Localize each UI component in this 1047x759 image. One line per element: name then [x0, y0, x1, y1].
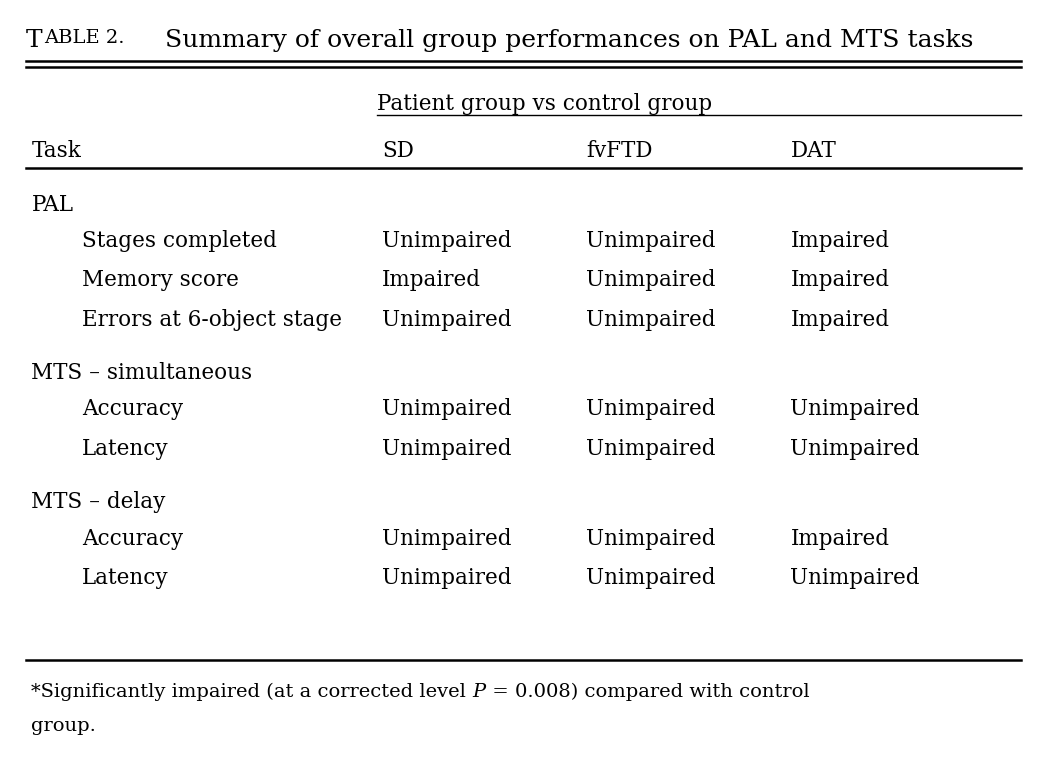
Text: Unimpaired: Unimpaired — [586, 528, 716, 550]
Text: P: P — [472, 683, 486, 701]
Text: Unimpaired: Unimpaired — [586, 567, 716, 589]
Text: Unimpaired: Unimpaired — [790, 398, 920, 420]
Text: Errors at 6-object stage: Errors at 6-object stage — [82, 309, 341, 331]
Text: Patient group vs control group: Patient group vs control group — [377, 93, 712, 115]
Text: Memory score: Memory score — [82, 269, 239, 291]
Text: Unimpaired: Unimpaired — [790, 438, 920, 460]
Text: Accuracy: Accuracy — [82, 528, 183, 550]
Text: Latency: Latency — [82, 438, 169, 460]
Text: DAT: DAT — [790, 140, 837, 162]
Text: MTS – delay: MTS – delay — [31, 491, 165, 513]
Text: Unimpaired: Unimpaired — [382, 528, 512, 550]
Text: *Significantly impaired (at a corrected level: *Significantly impaired (at a corrected … — [31, 683, 472, 701]
Text: Latency: Latency — [82, 567, 169, 589]
Text: Unimpaired: Unimpaired — [586, 438, 716, 460]
Text: PAL: PAL — [31, 194, 73, 216]
Text: Task: Task — [31, 140, 82, 162]
Text: Unimpaired: Unimpaired — [382, 230, 512, 252]
Text: Unimpaired: Unimpaired — [586, 230, 716, 252]
Text: Impaired: Impaired — [790, 269, 890, 291]
Text: SD: SD — [382, 140, 414, 162]
Text: Impaired: Impaired — [790, 528, 890, 550]
Text: Impaired: Impaired — [790, 230, 890, 252]
Text: Unimpaired: Unimpaired — [586, 309, 716, 331]
Text: Unimpaired: Unimpaired — [382, 567, 512, 589]
Text: Unimpaired: Unimpaired — [790, 567, 920, 589]
Text: Accuracy: Accuracy — [82, 398, 183, 420]
Text: Unimpaired: Unimpaired — [382, 309, 512, 331]
Text: ABLE 2.: ABLE 2. — [44, 29, 125, 47]
Text: MTS – simultaneous: MTS – simultaneous — [31, 362, 252, 384]
Text: Impaired: Impaired — [382, 269, 482, 291]
Text: fvFTD: fvFTD — [586, 140, 653, 162]
Text: Stages completed: Stages completed — [82, 230, 276, 252]
Text: = 0.008) compared with control: = 0.008) compared with control — [486, 683, 809, 701]
Text: T: T — [26, 29, 43, 52]
Text: group.: group. — [31, 717, 96, 735]
Text: Summary of overall group performances on PAL and MTS tasks: Summary of overall group performances on… — [149, 29, 973, 52]
Text: Impaired: Impaired — [790, 309, 890, 331]
Text: Unimpaired: Unimpaired — [586, 398, 716, 420]
Text: Unimpaired: Unimpaired — [382, 398, 512, 420]
Text: Unimpaired: Unimpaired — [382, 438, 512, 460]
Text: Unimpaired: Unimpaired — [586, 269, 716, 291]
